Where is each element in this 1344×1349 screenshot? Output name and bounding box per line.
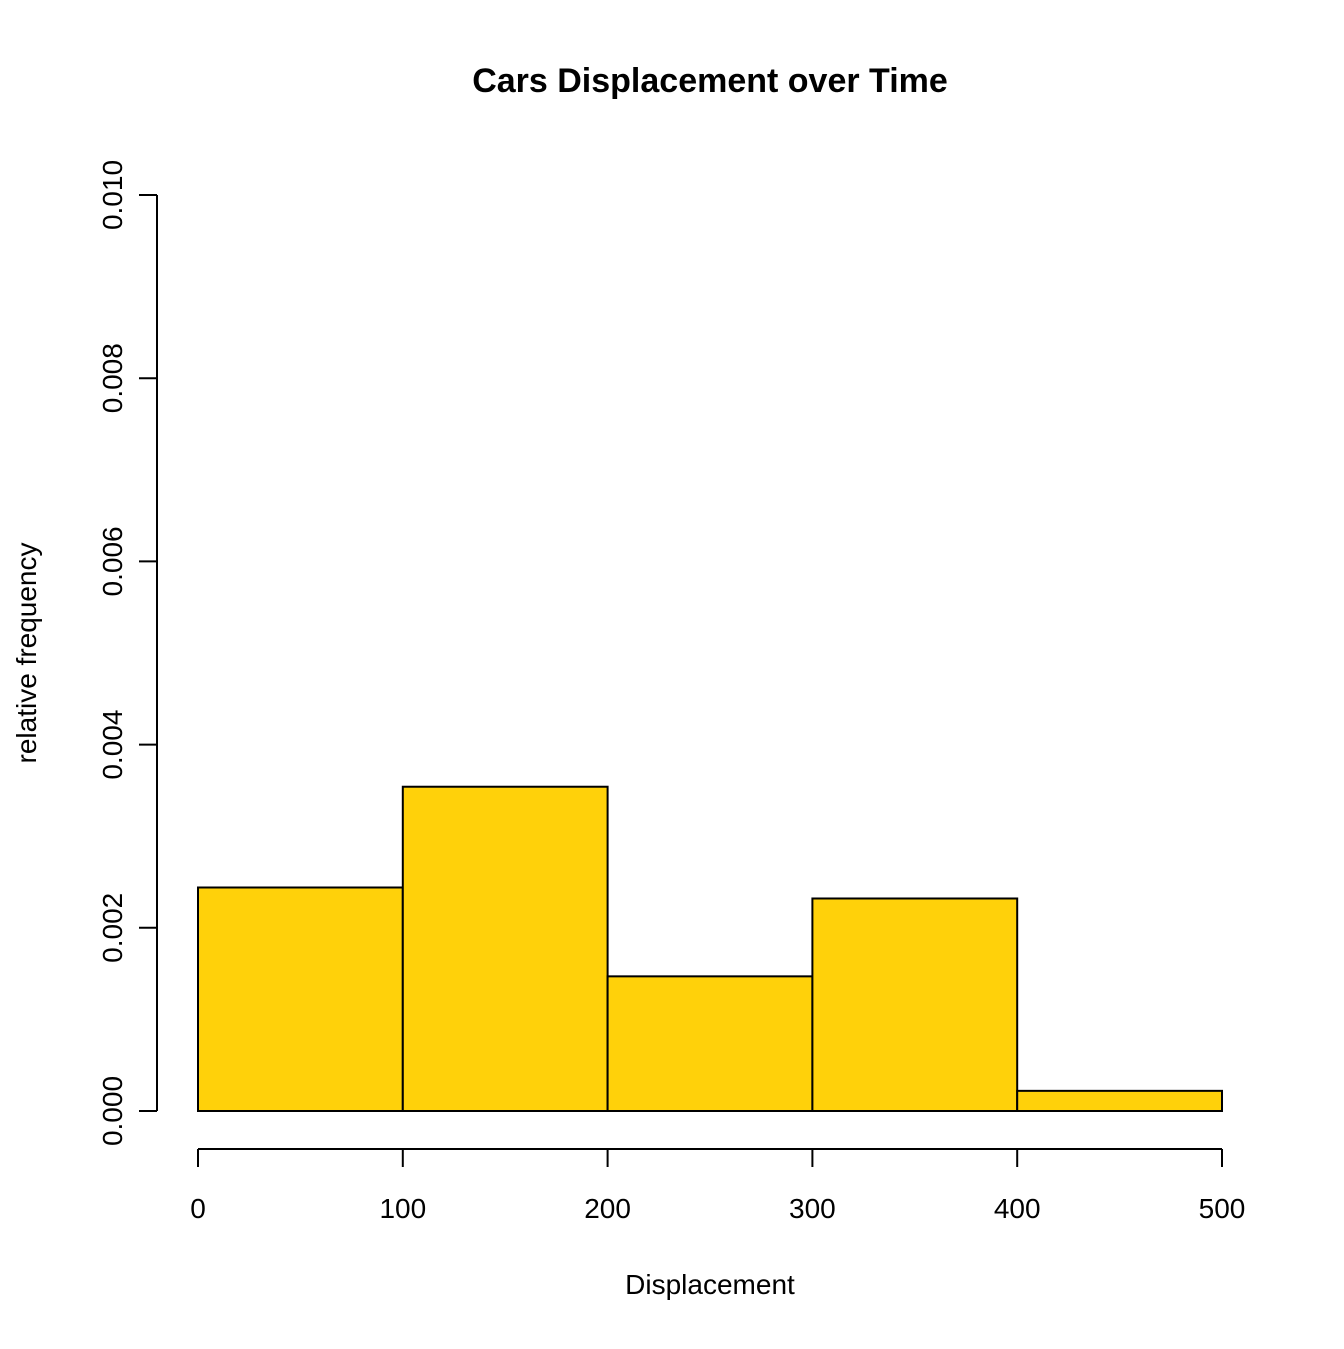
histogram-bar — [606, 975, 814, 1113]
y-tick-label: 0.004 — [97, 710, 128, 780]
y-tick-label: 0.008 — [97, 343, 128, 413]
histogram-bar — [1016, 1089, 1224, 1113]
y-tick-label: 0.006 — [97, 526, 128, 596]
x-tick-label: 500 — [1199, 1193, 1246, 1224]
y-tick-label: 0.010 — [97, 160, 128, 230]
histogram-bar — [811, 897, 1019, 1112]
x-axis-label: Displacement — [625, 1269, 795, 1300]
x-tick-label: 0 — [190, 1193, 206, 1224]
histogram-bars — [197, 785, 1224, 1113]
x-tick-label: 200 — [584, 1193, 631, 1224]
x-tick-label: 100 — [379, 1193, 426, 1224]
x-tick-label: 400 — [994, 1193, 1041, 1224]
y-axis: 0.000 0.002 0.004 0.006 0.008 0.010 — [97, 160, 158, 1146]
x-axis: 0 100 200 300 400 500 — [190, 1148, 1246, 1224]
x-tick-label: 300 — [789, 1193, 836, 1224]
histogram-bar — [401, 785, 609, 1113]
y-tick-label: 0.002 — [97, 893, 128, 963]
y-tick-label: 0.000 — [97, 1076, 128, 1146]
histogram-bar — [197, 886, 404, 1112]
chart-title: Cars Displacement over Time — [472, 62, 948, 100]
y-axis-label: relative frequency — [11, 542, 42, 763]
